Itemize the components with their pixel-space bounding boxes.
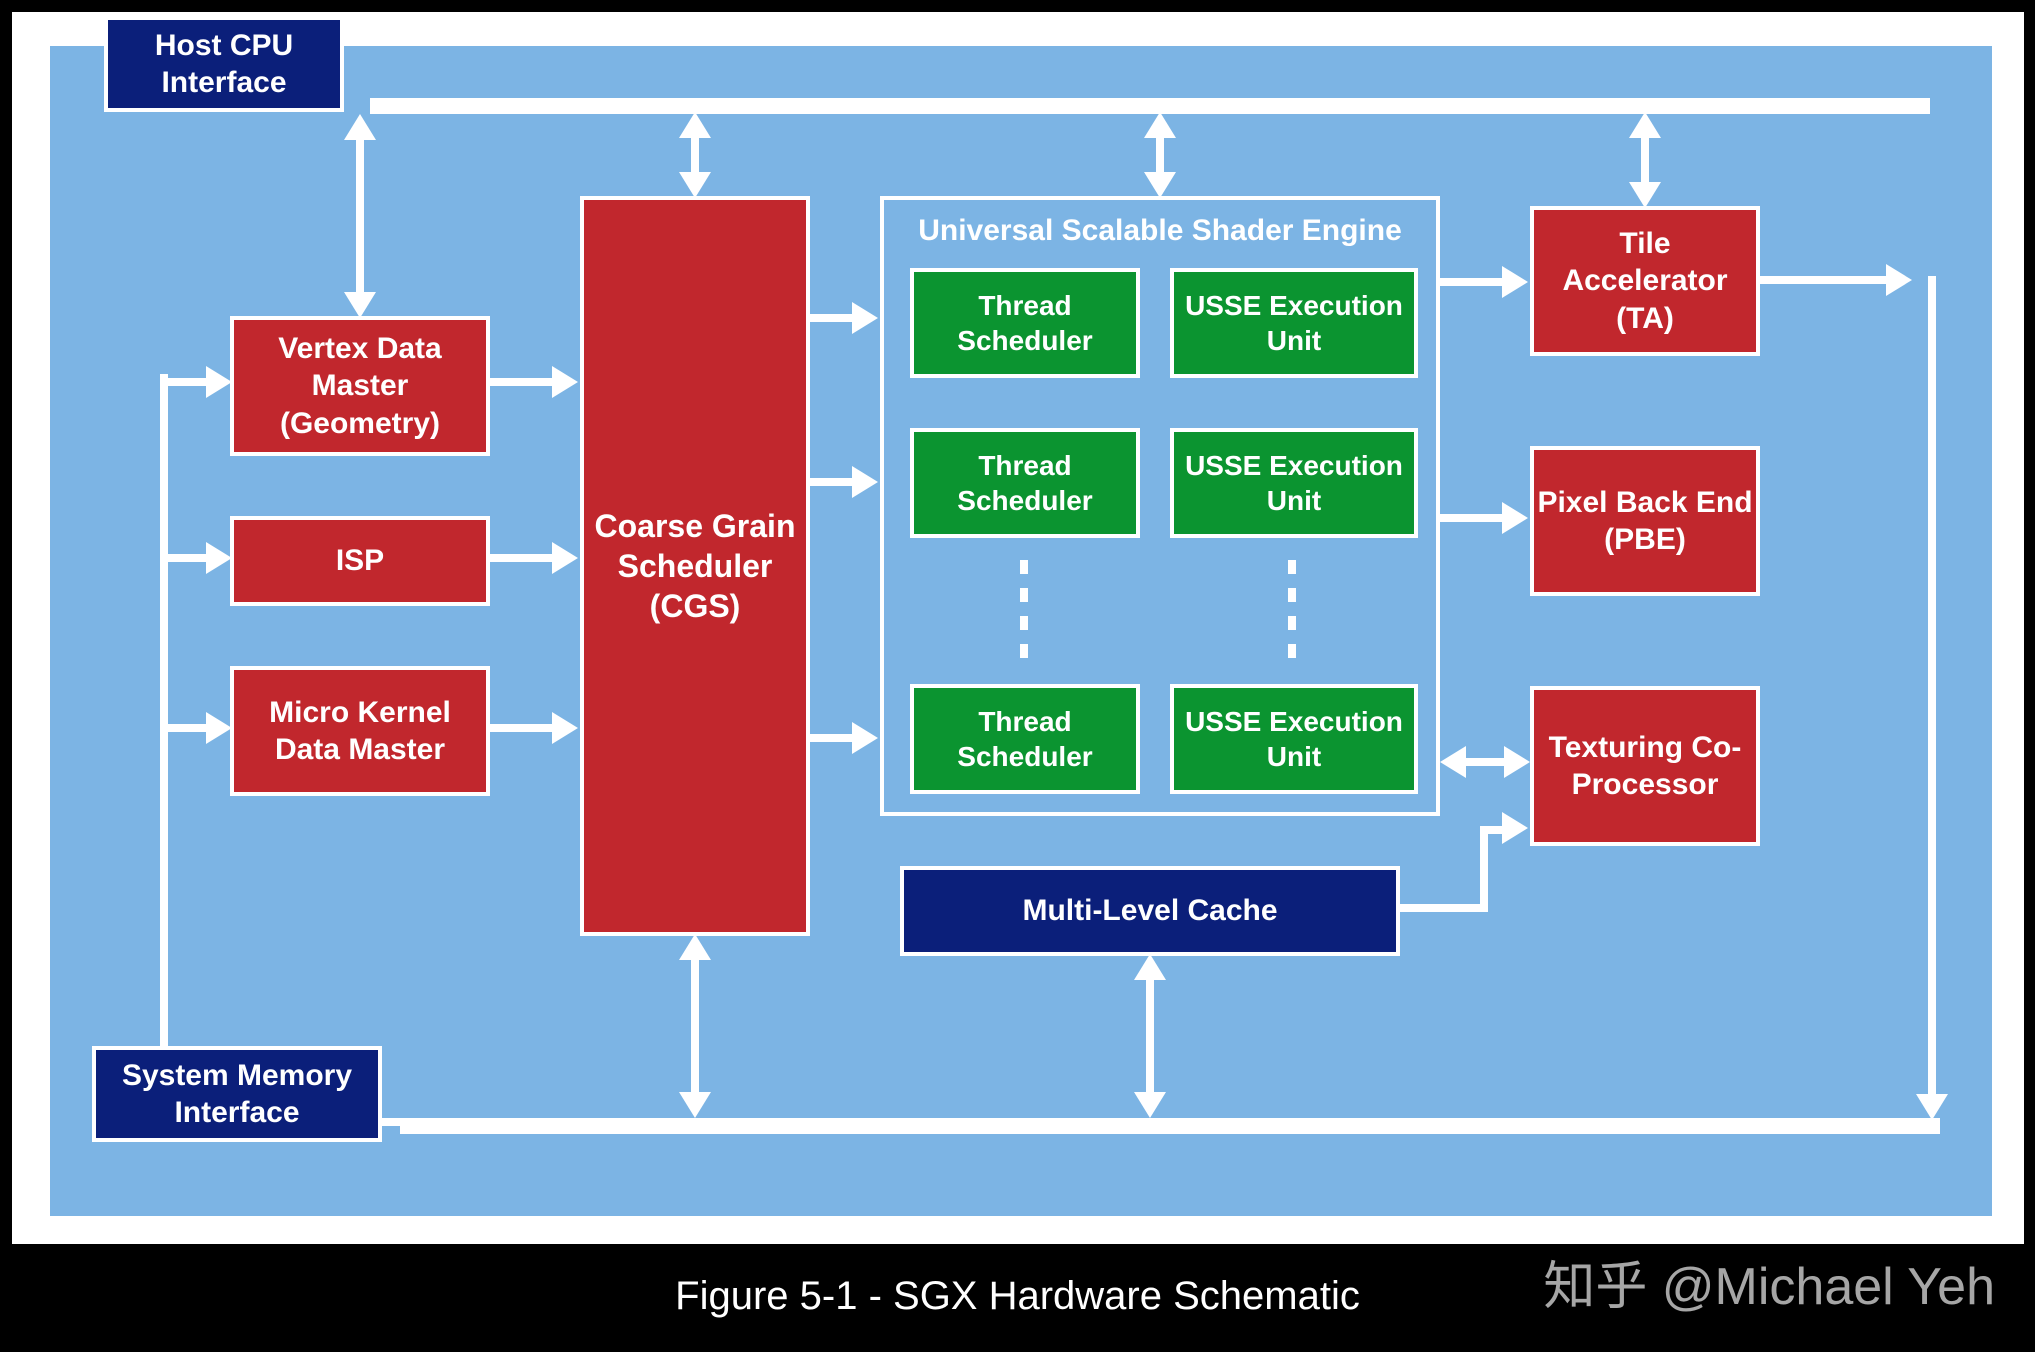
feed-isp-h <box>160 554 210 562</box>
cache-tcp-h2 <box>1480 826 1508 834</box>
watermark: 知乎 @Michael Yeh <box>1543 1244 1995 1319</box>
isp-cgs-h <box>490 554 556 562</box>
cgs-botbus-v <box>691 958 699 1096</box>
usse-panel: Universal Scalable Shader Engine Thread … <box>880 196 1440 816</box>
feed-mkdm-arrow <box>206 712 232 744</box>
cgs-topbus-down <box>679 172 711 198</box>
vdm-label: Vertex Data Master (Geometry) <box>234 330 486 443</box>
cgs-botbus-up <box>679 934 711 960</box>
vdm-topbus-up <box>344 114 376 140</box>
vdm-cgs-arrow <box>552 366 578 398</box>
tile-accelerator-block: Tile Accelerator (TA) <box>1530 206 1760 356</box>
thread-scheduler-n: Thread Scheduler <box>910 684 1140 794</box>
cgs-usse-h1 <box>810 314 856 322</box>
coarse-grain-scheduler-block: Coarse Grain Scheduler (CGS) <box>580 196 810 936</box>
system-memory-interface-block: System Memory Interface <box>92 1046 382 1142</box>
usse-ta-arrow <box>1502 266 1528 298</box>
usse-pbe-h <box>1440 514 1506 522</box>
usse-execution-unit-n: USSE Execution Unit <box>1170 684 1418 794</box>
usse-topbus-v <box>1156 136 1164 176</box>
usse-execution-unit-1: USSE Execution Unit <box>1170 268 1418 378</box>
ts2-label: Thread Scheduler <box>914 448 1136 518</box>
cgs-usse-a3 <box>852 722 878 754</box>
thread-scheduler-2: Thread Scheduler <box>910 428 1140 538</box>
eu2-label: USSE Execution Unit <box>1174 448 1414 518</box>
vertex-data-master-block: Vertex Data Master (Geometry) <box>230 316 490 456</box>
cgs-usse-a1 <box>852 302 878 334</box>
cgs-usse-h2 <box>810 478 856 486</box>
cache-tcp-v <box>1480 826 1488 912</box>
feed-mkdm-h <box>160 724 210 732</box>
cgs-topbus-up <box>679 112 711 138</box>
ta-label: Tile Accelerator (TA) <box>1534 225 1756 338</box>
page: Host CPU Interface System Memory Interfa… <box>0 0 2035 1352</box>
outer-frame: Host CPU Interface System Memory Interfa… <box>8 8 2028 1248</box>
usse-ellipsis-left <box>1020 560 1028 660</box>
cgs-usse-h3 <box>810 734 856 742</box>
mkdm-cgs-h <box>490 724 556 732</box>
ta-down-arrow <box>1916 1094 1948 1120</box>
isp-block: ISP <box>230 516 490 606</box>
usse-tcp-ar <box>1504 746 1530 778</box>
feed-isp-arrow <box>206 542 232 574</box>
eu1-label: USSE Execution Unit <box>1174 288 1414 358</box>
ta-topbus-up <box>1629 112 1661 138</box>
vdm-cgs-h <box>490 378 556 386</box>
mkdm-label: Micro Kernel Data Master <box>234 694 486 769</box>
usse-pbe-arrow <box>1502 502 1528 534</box>
sys-mem-label: System Memory Interface <box>96 1057 378 1132</box>
left-feeder-vline <box>160 374 168 1126</box>
usse-title-text: Universal Scalable Shader Engine <box>918 214 1402 247</box>
usse-title: Universal Scalable Shader Engine <box>884 214 1436 248</box>
thread-scheduler-1: Thread Scheduler <box>910 268 1140 378</box>
cgs-label: Coarse Grain Scheduler (CGS) <box>584 506 806 626</box>
texturing-coprocessor-block: Texturing Co-Processor <box>1530 686 1760 846</box>
pixel-back-end-block: Pixel Back End (PBE) <box>1530 446 1760 596</box>
ta-topbus-down <box>1629 182 1661 208</box>
usse-execution-unit-2: USSE Execution Unit <box>1170 428 1418 538</box>
usse-ellipsis-right <box>1288 560 1296 660</box>
isp-label: ISP <box>336 542 384 580</box>
cgs-botbus-down <box>679 1092 711 1118</box>
ts1-label: Thread Scheduler <box>914 288 1136 358</box>
caption-text: Figure 5-1 - SGX Hardware Schematic <box>675 1274 1360 1318</box>
ta-right-arrow <box>1886 264 1912 296</box>
multi-level-cache-block: Multi-Level Cache <box>900 866 1400 956</box>
ta-down-v <box>1928 276 1936 1098</box>
ts3-label: Thread Scheduler <box>914 704 1136 774</box>
cache-botbus-v <box>1146 978 1154 1096</box>
usse-tcp-al <box>1440 746 1466 778</box>
cache-botbus-down <box>1134 1092 1166 1118</box>
usse-ta-h <box>1440 278 1506 286</box>
feed-vdm-arrow <box>206 366 232 398</box>
cache-botbus-up <box>1134 954 1166 980</box>
pbe-label: Pixel Back End (PBE) <box>1534 484 1756 559</box>
vdm-topbus-v <box>356 138 364 296</box>
bottom-bus <box>400 1118 1940 1134</box>
watermark-text: 知乎 @Michael Yeh <box>1543 1258 1995 1316</box>
usse-topbus-up <box>1144 112 1176 138</box>
isp-cgs-arrow <box>552 542 578 574</box>
cgs-topbus-v <box>691 136 699 176</box>
diagram-canvas: Host CPU Interface System Memory Interfa… <box>46 42 1996 1220</box>
cgs-usse-a2 <box>852 466 878 498</box>
vdm-topbus-down <box>344 292 376 318</box>
mkdm-cgs-arrow <box>552 712 578 744</box>
ta-topbus-v <box>1641 136 1649 186</box>
eu3-label: USSE Execution Unit <box>1174 704 1414 774</box>
usse-topbus-down <box>1144 172 1176 198</box>
micro-kernel-data-master-block: Micro Kernel Data Master <box>230 666 490 796</box>
ta-right-h <box>1760 276 1890 284</box>
host-cpu-interface-block: Host CPU Interface <box>104 16 344 112</box>
feed-vdm-h <box>160 378 210 386</box>
usse-tcp-h <box>1462 758 1508 766</box>
cache-label: Multi-Level Cache <box>1022 892 1277 930</box>
tcp-label: Texturing Co-Processor <box>1534 729 1756 804</box>
cache-tcp-h <box>1400 904 1480 912</box>
host-cpu-label: Host CPU Interface <box>108 27 340 102</box>
